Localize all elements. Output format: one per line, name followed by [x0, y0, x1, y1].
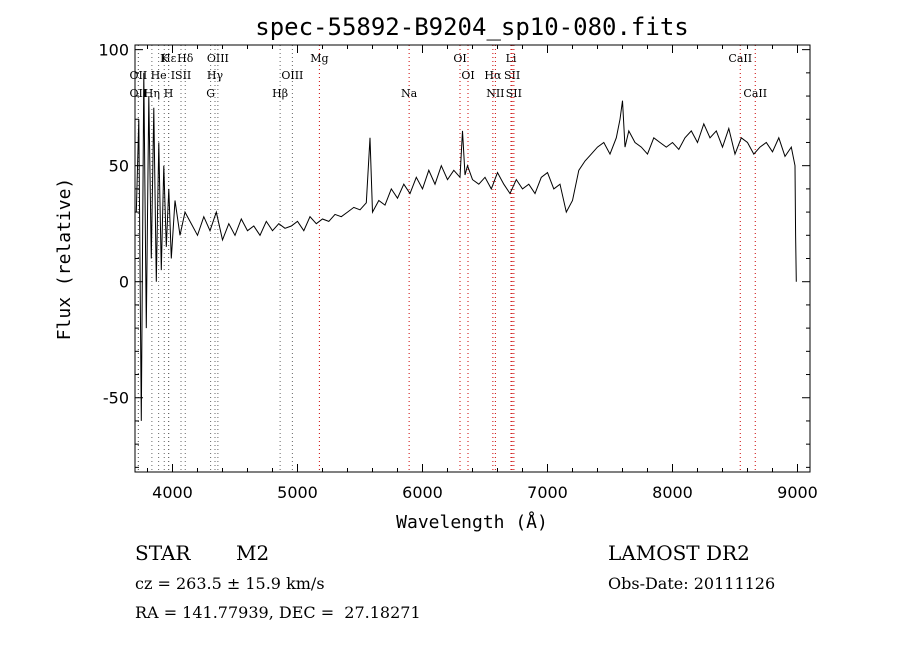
obs-date: Obs-Date: 20111126 — [608, 574, 776, 593]
line-marker-label: G — [206, 87, 215, 100]
line-marker-label: He — [151, 69, 167, 82]
line-marker-label: K — [160, 52, 169, 65]
axis-ticks: 4000 5000 6000 7000 8000 9000 -50 0 50 100 — [98, 41, 817, 502]
line-marker-label: Na — [401, 87, 418, 100]
x-axis-label: Wavelength (Å) — [396, 511, 548, 533]
line-marker-label: ISII — [171, 69, 192, 82]
x-tick-label: 9000 — [777, 483, 818, 502]
x-tick-label: 7000 — [527, 483, 568, 502]
line-marker-label: Hε — [161, 52, 177, 65]
plot-frame — [134, 44, 811, 473]
y-tick-label: 50 — [109, 157, 129, 176]
x-tick-label: 4000 — [152, 483, 193, 502]
line-marker-label: OII — [130, 69, 148, 82]
line-marker-label: OIII — [207, 52, 229, 65]
line-marker-label: Mg — [310, 52, 328, 65]
line-marker-label: OI — [453, 52, 466, 65]
spectrum-line — [135, 72, 797, 421]
line-marker-label: Hη — [144, 87, 160, 100]
line-marker-label: Hβ — [272, 87, 288, 100]
line-marker-label: NII — [486, 87, 504, 100]
y-tick-label: 0 — [119, 273, 129, 292]
x-tick-label: 5000 — [277, 483, 318, 502]
line-marker-label: SII — [506, 87, 522, 100]
survey-name: LAMOST DR2 — [608, 541, 750, 565]
y-axis-label: Flux (relative) — [54, 178, 75, 341]
line-marker-label: CaII — [743, 87, 767, 100]
line-marker-label: SII — [504, 69, 520, 82]
coordinates-text: RA = 141.77939, DEC = 27.18271 — [135, 603, 421, 622]
line-marker-label: Hγ — [207, 69, 224, 82]
line-marker-label: H — [164, 87, 174, 100]
line-marker-label: Hδ — [177, 52, 194, 65]
line-marker-label: CaII — [728, 52, 752, 65]
y-tick-label: 100 — [98, 41, 129, 60]
line-marker-label: OI — [461, 69, 474, 82]
line-marker-label: OII — [130, 87, 148, 100]
line-marker-label: Li — [506, 52, 517, 65]
x-tick-label: 6000 — [402, 483, 443, 502]
x-tick-label: 8000 — [652, 483, 693, 502]
object-type: STAR — [135, 541, 191, 565]
line-marker-label: Hα — [484, 69, 502, 82]
y-tick-label: -50 — [103, 389, 129, 408]
line-marker-label: OIII — [281, 69, 303, 82]
redshift-text: cz = 263.5 ± 15.9 km/s — [135, 574, 325, 593]
object-subclass: M2 — [236, 541, 270, 565]
chart-title: spec-55892-B9204_sp10-080.fits — [255, 13, 688, 41]
